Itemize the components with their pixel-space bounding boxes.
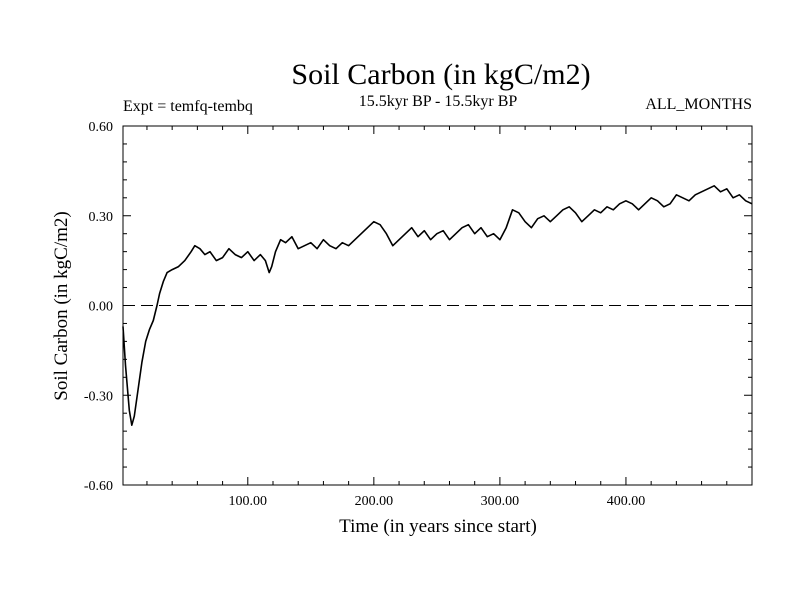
tick-labels: 100.00 200.00 300.00 400.00 -0.60 -0.30 0.00 0.… bbox=[84, 120, 645, 509]
y-tick-label: -0.30 bbox=[84, 389, 113, 404]
y-tick-label: 0.00 bbox=[89, 300, 114, 315]
series-layer bbox=[122, 185, 753, 426]
y-axis-label: Soil Carbon (in kgC/m2) bbox=[51, 211, 72, 400]
period-label: 15.5kyr BP - 15.5kyr BP bbox=[359, 93, 518, 110]
chart-title: Soil Carbon (in kgC/m2) bbox=[291, 58, 590, 91]
y-tick-label: -0.60 bbox=[84, 479, 113, 494]
axis-ticks bbox=[123, 125, 752, 486]
x-tick-label: 300.00 bbox=[481, 494, 520, 509]
y-tick-label: 0.30 bbox=[89, 210, 114, 225]
series-line bbox=[122, 185, 753, 426]
months-label: ALL_MONTHS bbox=[645, 96, 752, 113]
plot-frame bbox=[122, 125, 753, 486]
x-tick-label: 200.00 bbox=[355, 494, 394, 509]
x-axis-label: Time (in years since start) bbox=[339, 516, 537, 537]
y-tick-label: 0.60 bbox=[89, 120, 114, 135]
x-tick-label: 100.00 bbox=[229, 494, 268, 509]
x-tick-label: 400.00 bbox=[607, 494, 646, 509]
expt-label: Expt = temfq-tembq bbox=[123, 98, 253, 115]
